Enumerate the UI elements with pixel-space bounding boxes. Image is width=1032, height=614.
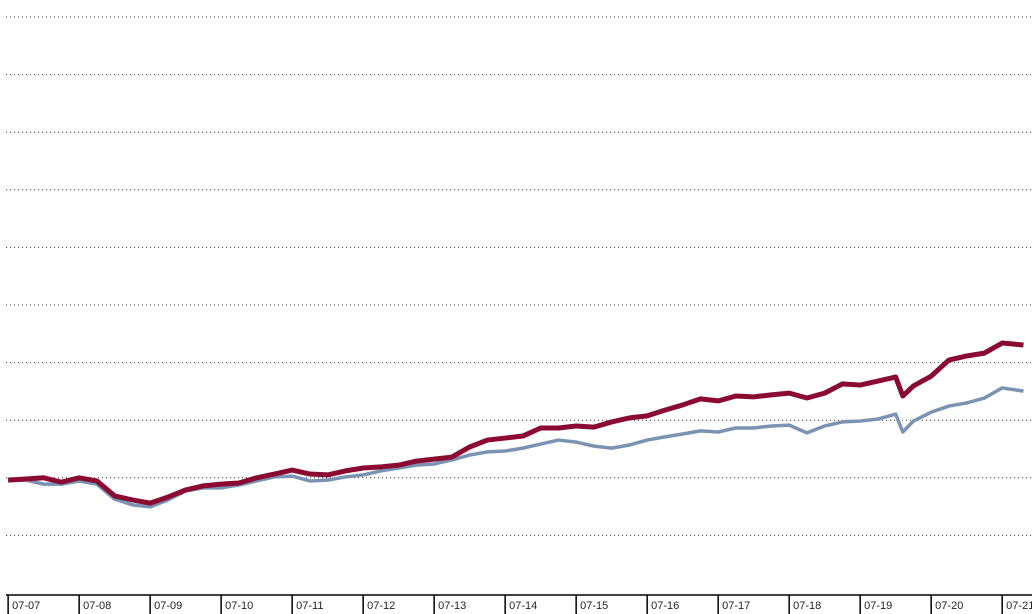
x-tick-label: 07-08 — [83, 600, 111, 612]
x-tick-label: 07-15 — [580, 600, 608, 612]
x-tick-label: 07-10 — [225, 600, 253, 612]
x-tick-label: 07-17 — [722, 600, 750, 612]
x-tick-label: 07-18 — [793, 600, 821, 612]
x-tick-label: 07-13 — [438, 600, 466, 612]
x-tick-label: 07-14 — [509, 600, 537, 612]
line-series — [8, 386, 1024, 509]
x-tick-label: 07-19 — [864, 600, 892, 612]
line-series — [7, 340, 1024, 506]
x-tick-label: 07-12 — [367, 600, 395, 612]
x-tick-label: 07-07 — [12, 600, 40, 612]
x-tick-label: 07-21 — [1006, 600, 1032, 612]
x-tick-label: 07-11 — [296, 600, 323, 612]
x-tick-label: 07-20 — [935, 600, 963, 612]
x-tick-label: 07-09 — [154, 600, 182, 612]
x-tick-label: 07-16 — [651, 600, 679, 612]
